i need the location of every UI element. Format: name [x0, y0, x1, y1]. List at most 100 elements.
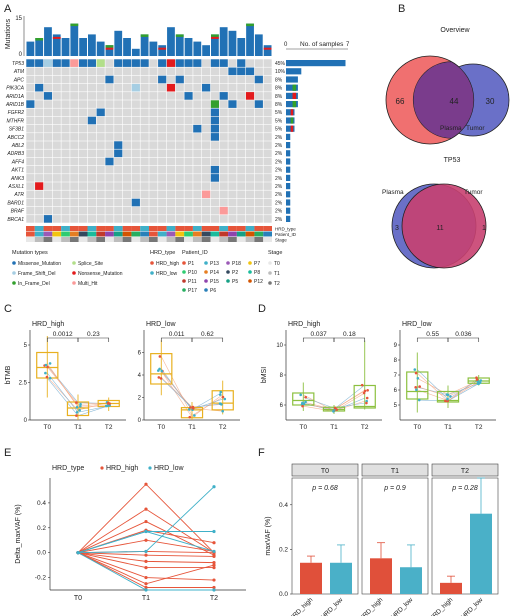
oncoplot-cell — [140, 149, 149, 158]
oncoplot-cell — [87, 67, 96, 76]
oncoplot-cell — [131, 92, 140, 100]
oncoplot-cell — [96, 206, 105, 215]
legend-dot — [204, 261, 208, 265]
e-legend-high: HRD_high — [106, 465, 138, 472]
oncoplot-cell — [237, 157, 246, 166]
oncoplot-cell — [193, 141, 202, 149]
oncoplot-cell — [202, 116, 211, 125]
gene-label-mthfr: MTHFR — [7, 118, 25, 124]
box-body — [211, 390, 234, 411]
oncoplot-cell — [131, 149, 140, 158]
oncoplot-cell — [193, 133, 202, 141]
data-point — [218, 402, 222, 405]
oncoplot-cell — [79, 182, 88, 190]
oncoplot-cell — [193, 108, 202, 117]
oncoplot-cell — [96, 116, 105, 125]
oncoplot-cell — [52, 75, 61, 84]
oncoplot-cell — [61, 174, 70, 182]
oncoplot-cell — [254, 190, 263, 199]
mutation-cell — [61, 59, 70, 67]
x-tick-label: T0 — [43, 424, 51, 431]
mutation-cell — [35, 59, 44, 67]
oncoplot-cell — [149, 157, 158, 166]
oncoplot-cell — [263, 133, 272, 141]
oncoplot-cell — [79, 92, 88, 100]
anno-stage-cell — [219, 237, 229, 242]
anno-patient-cell — [263, 231, 272, 237]
anno-stage-cell — [105, 237, 114, 242]
oncoplot-cell — [140, 92, 149, 100]
oncoplot-cell — [175, 157, 184, 166]
anno-patient-cell — [254, 231, 264, 237]
oncoplot-cell — [122, 174, 132, 182]
oncoplot-cell — [184, 206, 193, 215]
e-point — [144, 529, 148, 534]
oncoplot-cell — [184, 75, 193, 84]
oncoplot-cell — [26, 182, 35, 190]
anno-hrd-cell — [69, 226, 79, 231]
oncoplot-cell — [87, 190, 96, 199]
oncoplot-cell — [26, 198, 35, 207]
oncoplot-cell — [237, 124, 246, 133]
venn-tp53-tumor — [401, 183, 487, 269]
oncoplot-cell — [228, 190, 237, 199]
oncoplot-cell — [175, 190, 184, 199]
legend-patient-label: P17 — [188, 288, 197, 294]
oncoplot-cell — [219, 174, 228, 182]
box-body — [150, 353, 173, 385]
sample-count-bar — [286, 142, 291, 149]
data-point — [333, 406, 337, 410]
legend-dot — [182, 261, 186, 265]
data-point — [417, 398, 421, 402]
oncoplot-cell — [43, 75, 53, 84]
gene-percent: 5% — [275, 110, 283, 116]
data-point — [79, 404, 82, 408]
e-point — [144, 566, 148, 570]
oncoplot-cell — [61, 190, 70, 199]
mutation-cell — [219, 59, 228, 67]
oncoplot-cell — [131, 190, 140, 199]
oncoplot-cell — [184, 83, 193, 92]
legend-dot — [150, 261, 154, 265]
data-point — [299, 393, 302, 397]
oncoplot-cell — [175, 149, 184, 158]
anno-stage-cell — [192, 237, 202, 242]
sample-count-bar — [286, 150, 291, 157]
oncoplot-cell — [158, 190, 167, 199]
data-point — [218, 393, 222, 396]
legend-dot — [12, 281, 16, 285]
gene-percent: 2% — [275, 200, 283, 206]
oncoplot-cell — [263, 75, 272, 84]
x-tick-label: T1 — [444, 424, 452, 431]
oncoplot-cell — [175, 83, 184, 92]
venn-overview-tumor-only: 30 — [486, 97, 495, 106]
data-point — [188, 415, 192, 419]
sample-count-bar — [286, 183, 291, 190]
sample-count-bar — [286, 174, 291, 181]
gene-percent: 2% — [275, 217, 283, 223]
oncoplot-cell — [131, 124, 140, 133]
oncoplot-cell — [87, 182, 96, 190]
data-point — [108, 404, 111, 407]
oncoplot-cell — [254, 174, 263, 182]
e-point — [212, 578, 216, 582]
oncoplot-cell — [175, 174, 184, 182]
oncoplot-cell — [245, 206, 255, 215]
oncoplot-cell — [26, 67, 35, 76]
oncoplot-cell — [52, 141, 61, 149]
oncoplot-cell — [228, 198, 237, 207]
oncoplot-cell — [245, 198, 255, 207]
mutation-cell — [210, 124, 219, 133]
oncoplot-cell — [79, 174, 88, 182]
top-bar-seg — [211, 34, 219, 37]
gene-label-ank3: ANK3 — [10, 176, 24, 182]
oncoplot-cell — [87, 165, 96, 174]
oncoplot-cell — [166, 215, 176, 223]
sample-count-bar — [286, 109, 295, 116]
oncoplot-cell — [184, 198, 193, 207]
oncoplot-cell — [237, 92, 246, 100]
gene-label-sf3b1: SF3B1 — [9, 127, 25, 133]
oncoplot-cell — [43, 174, 53, 182]
anno-stage-cell — [96, 237, 106, 242]
oncoplot-cell — [184, 116, 193, 125]
